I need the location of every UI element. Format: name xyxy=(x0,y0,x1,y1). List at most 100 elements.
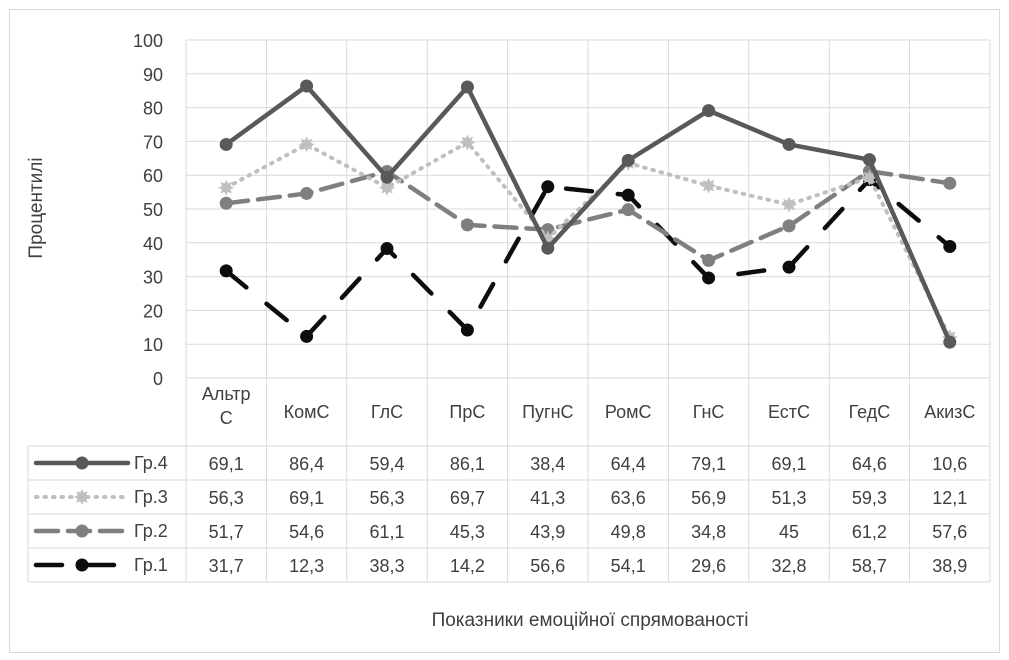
y-tick-label: 20 xyxy=(143,301,163,321)
x-tick-label: ПрС xyxy=(449,402,485,422)
data-point xyxy=(782,137,796,151)
table-cell: 69,7 xyxy=(450,488,485,508)
data-point xyxy=(943,335,957,349)
data-point xyxy=(460,323,474,337)
series-line xyxy=(224,140,952,340)
table-cell: 56,9 xyxy=(691,488,726,508)
x-tick-label: ГнС xyxy=(693,402,725,422)
table-cell: 51,3 xyxy=(771,488,806,508)
y-tick-label: 60 xyxy=(143,166,163,186)
table-cell: 41,3 xyxy=(530,488,565,508)
data-point xyxy=(298,136,315,153)
data-point xyxy=(943,176,957,190)
data-point xyxy=(218,179,235,196)
series-layer xyxy=(218,79,958,349)
legend-label: Гр.3 xyxy=(134,487,168,507)
x-tick-label: ГлС xyxy=(371,402,403,422)
y-axis-title: Процентилі xyxy=(26,157,47,258)
legend-label: Гр.1 xyxy=(134,555,168,575)
legend-marker xyxy=(75,456,89,470)
table-cell: 64,4 xyxy=(611,454,646,474)
series-3 xyxy=(219,164,957,267)
legend-key-2 xyxy=(34,489,130,505)
data-point xyxy=(862,153,876,167)
data-point xyxy=(380,242,394,256)
table-cell: 12,1 xyxy=(932,488,967,508)
legend-marker xyxy=(75,524,89,538)
table-cell: 45,3 xyxy=(450,522,485,542)
data-point xyxy=(380,170,394,184)
table-cell: 61,1 xyxy=(369,522,404,542)
table-cell: 56,3 xyxy=(369,488,404,508)
data-point xyxy=(219,196,233,210)
legend-key-4 xyxy=(33,558,131,572)
data-point xyxy=(219,137,233,151)
legend-key-3 xyxy=(33,524,131,538)
data-point xyxy=(621,203,635,217)
table-cell: 34,8 xyxy=(691,522,726,542)
data-point xyxy=(541,241,555,255)
x-tick-label: ГедС xyxy=(849,402,891,422)
y-tick-label: 90 xyxy=(143,65,163,85)
table-cell: 63,6 xyxy=(611,488,646,508)
table-cell: 69,1 xyxy=(209,454,244,474)
data-point xyxy=(379,179,395,196)
data-point xyxy=(702,104,716,118)
y-tick-label: 100 xyxy=(133,31,163,51)
table-cell: 56,3 xyxy=(209,488,244,508)
legend-marker xyxy=(75,558,89,572)
x-tick-label: ЕстС xyxy=(768,402,810,422)
data-point xyxy=(782,260,796,274)
data-point xyxy=(460,218,474,232)
table-cell: 10,6 xyxy=(932,454,967,474)
y-tick-label: 80 xyxy=(143,99,163,119)
x-tick-label: ПугнС xyxy=(522,402,573,422)
table-cell: 54,1 xyxy=(611,556,646,576)
table-cell: 31,7 xyxy=(209,556,244,576)
data-point xyxy=(700,177,717,194)
legend-label: Гр.2 xyxy=(134,521,168,541)
data-point xyxy=(943,240,957,254)
y-tick-label: 70 xyxy=(143,132,163,152)
data-point xyxy=(621,188,635,202)
x-tick-label: Альтр С xyxy=(202,384,251,428)
chart-frame xyxy=(9,9,1000,653)
table-cell: 69,1 xyxy=(289,488,324,508)
table-cell: 64,6 xyxy=(852,454,887,474)
table-cell: 61,2 xyxy=(852,522,887,542)
series-line xyxy=(223,168,953,263)
text-layer: 0 10 20 30 40 50 60 70 80 90 100 Альтр С КомС ГлС ПрС Пу… xyxy=(133,31,975,576)
x-tick-label: АкизС xyxy=(924,402,975,422)
table-cell: 86,1 xyxy=(450,454,485,474)
table-cell: 29,6 xyxy=(691,556,726,576)
table-cell: 58,7 xyxy=(852,556,887,576)
data-point xyxy=(460,80,474,94)
data-point xyxy=(300,186,314,200)
table-cell: 32,8 xyxy=(771,556,806,576)
table-cell: 59,3 xyxy=(852,488,887,508)
data-point xyxy=(702,271,716,285)
table-cell: 38,3 xyxy=(369,556,404,576)
data-point xyxy=(782,219,796,233)
table-cell: 51,7 xyxy=(209,522,244,542)
y-tick-label: 40 xyxy=(143,234,163,254)
data-point xyxy=(621,153,635,167)
data-point xyxy=(300,329,314,343)
legend-label: Гр.4 xyxy=(134,453,168,473)
table-cell: 57,6 xyxy=(932,522,967,542)
legend-key-1 xyxy=(33,456,131,470)
legend-marker xyxy=(74,489,90,505)
table-cell: 49,8 xyxy=(611,522,646,542)
table-cell: 45 xyxy=(779,522,799,542)
data-point xyxy=(781,196,797,213)
y-tick-label: 10 xyxy=(143,335,163,355)
series-line xyxy=(223,83,953,345)
table-cell: 14,2 xyxy=(450,556,485,576)
data-table xyxy=(27,445,990,583)
table-cell: 38,9 xyxy=(932,556,967,576)
data-point xyxy=(219,264,233,278)
table-cell: 54,6 xyxy=(289,522,324,542)
series-line xyxy=(223,177,953,339)
x-tick-label: КомС xyxy=(284,402,330,422)
